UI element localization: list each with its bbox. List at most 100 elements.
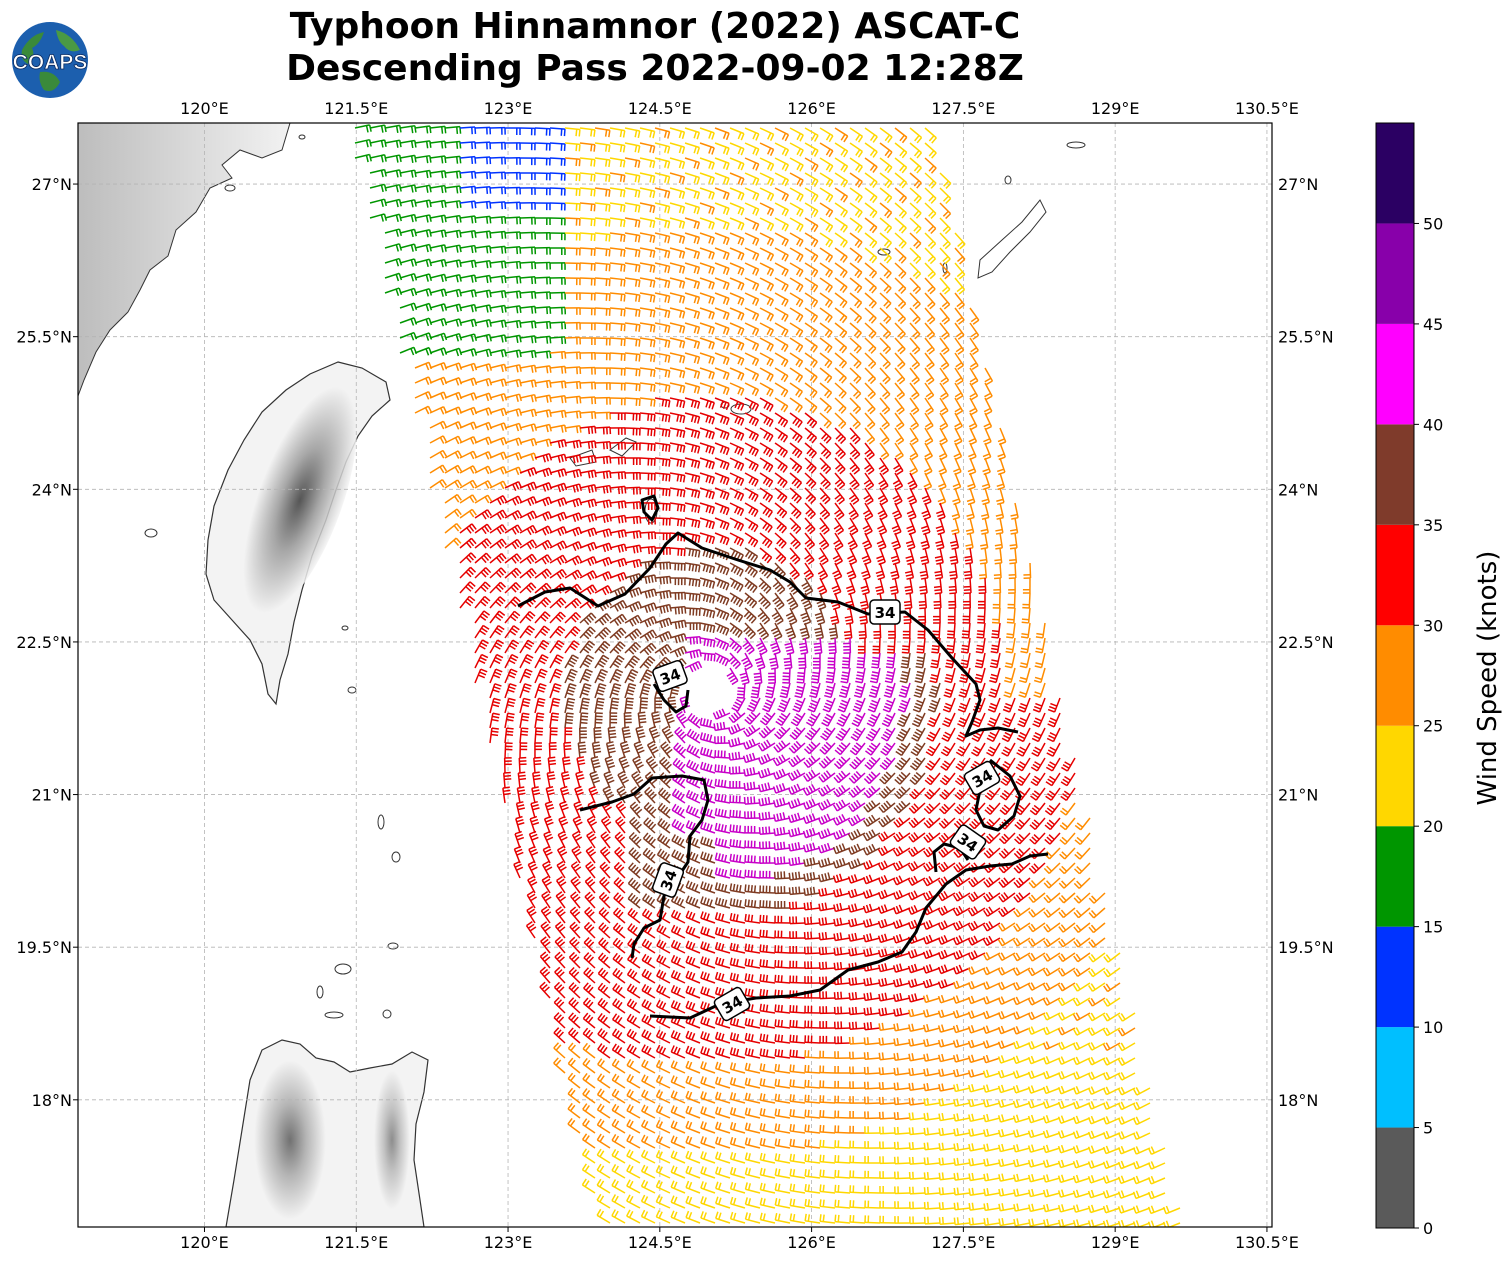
lon-tick-label-top: 126°E [787,99,836,118]
luzon-mountains-east [374,1070,410,1210]
lon-tick-label-bottom: 127.5°E [931,1233,995,1252]
wind-barb [669,127,686,140]
wind-barb [414,169,432,179]
wind-barb [834,172,849,188]
wind-barb [774,172,790,187]
wind-barb [669,202,686,214]
colorbar-bin [1376,926,1414,1028]
colorbar-tick-label: 35 [1423,516,1443,535]
wind-barb [699,217,715,230]
wind-barb [654,142,671,154]
wind-barb [609,172,626,183]
wind-barb [909,127,923,144]
wind-barb [579,157,596,167]
wind-barb [909,172,922,189]
wind-barb [819,217,834,233]
colorbar-bin [1376,424,1414,525]
wind-barb [894,157,908,174]
wind-barb [924,127,937,144]
wind-barb [744,142,760,156]
lon-tick-label-top: 121.5°E [324,99,388,118]
wind-barb [909,157,922,174]
wind-barb [549,202,566,211]
lon-tick-label-top: 123°E [484,99,533,118]
wind-barb [789,127,804,142]
colorbar-tick-label: 5 [1423,1119,1433,1138]
wind-barb [834,217,848,233]
wind-barb [804,157,819,172]
wind-barb [564,157,581,167]
wind-barb [759,187,775,202]
wind-barb [834,187,849,203]
wind-barb [519,157,536,166]
lat-tick-label-right: 19.5°N [1278,938,1334,957]
wind-barb [849,142,864,158]
wind-barb [774,142,790,157]
wind-barb [744,127,760,141]
wind-barb [924,217,937,235]
wind-barb [744,217,760,231]
wind-barb [714,217,730,231]
wind-barb [624,127,641,138]
wind-barb [639,157,656,169]
wind-barb [654,157,671,169]
wind-barb [894,202,907,219]
wind-barb [429,214,447,223]
wind-barb [879,202,893,219]
small-islands [144,134,1086,1019]
colorbar-bin [1376,223,1414,324]
wind-barb [744,172,760,186]
colorbar-tick-label: 0 [1423,1219,1433,1238]
lon-tick-label-bottom: 124.5°E [628,1233,692,1252]
wind-barb [444,214,462,224]
graticule [78,123,1272,1227]
colorbar-tick-label: 10 [1423,1018,1443,1037]
wind-barb [624,142,641,153]
wind-barb [864,157,878,173]
wind-barb [624,172,641,183]
wind-barb [504,127,521,136]
wind-barb [894,187,908,204]
wind-barb [504,171,521,180]
wind-barb [714,127,730,141]
wind-barb [564,187,581,197]
colorbar-tick-label: 40 [1423,415,1443,434]
wind-barb [579,127,596,137]
wind-barb [669,217,686,229]
lon-tick-label-bottom: 126°E [787,1233,836,1252]
lon-tick-label-top: 124.5°E [628,99,692,118]
wind-barb [864,202,878,219]
wind-barb [414,184,432,193]
wind-barb [669,187,686,199]
wind-barb [564,127,581,137]
wind-barb [729,202,745,216]
lon-tick-label-bottom: 120°E [180,1233,229,1252]
wind-barbs-layer [354,124,1181,1227]
wind-barb [714,142,730,156]
wind-barb [639,172,656,184]
wind-barb [924,157,937,174]
wind-barb [849,202,863,218]
wind-barb [864,172,878,189]
wind-barb [729,172,745,186]
wind-barb [564,202,581,211]
wind-barb [504,156,521,165]
colorbar-tick-label: 50 [1423,214,1443,233]
wind-barb [534,127,551,136]
wind-barb [684,127,701,140]
wind-barb [399,139,417,149]
wind-barb [549,172,566,181]
wind-barb [564,217,581,226]
wind-barb [744,187,760,201]
colorbar-bin [1376,1027,1414,1128]
wind-barb [894,127,908,144]
wind-barb [429,155,447,164]
colorbar-bin [1376,524,1414,626]
wind-barb [654,187,671,199]
wind-barb [879,172,893,189]
wind-barb [864,187,878,204]
wind-barb [669,157,686,170]
wind-barb [624,202,641,213]
wind-barb [729,217,745,231]
wind-barb [699,157,715,170]
